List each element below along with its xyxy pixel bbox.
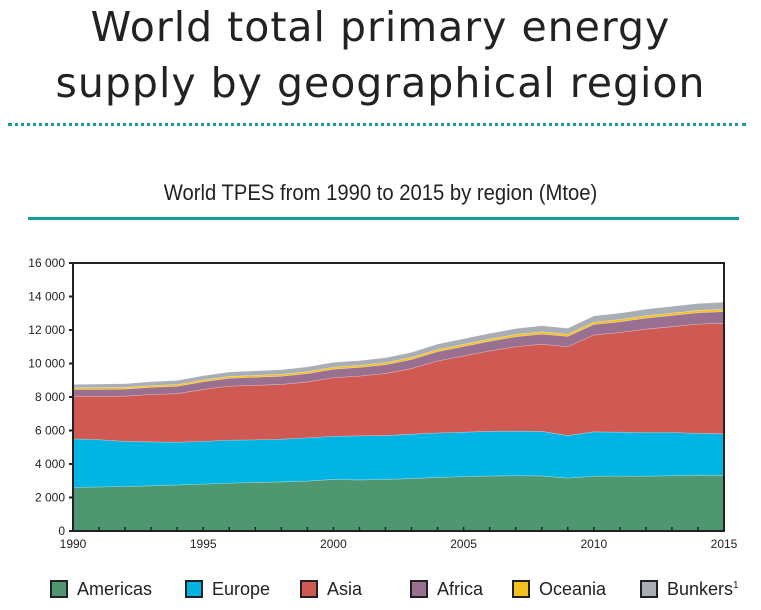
x-tick-label: 1990 bbox=[60, 537, 87, 551]
legend-label: Americas bbox=[77, 578, 153, 599]
legend-label: Oceania bbox=[539, 578, 607, 599]
x-tick-label: 2010 bbox=[580, 537, 607, 551]
x-tick-label: 2015 bbox=[711, 537, 738, 551]
legend-swatch bbox=[185, 580, 203, 598]
y-tick-label: 10 000 bbox=[28, 357, 65, 371]
y-tick-label: 14 000 bbox=[28, 290, 65, 304]
y-tick-label: 4 000 bbox=[35, 457, 65, 471]
legend-swatch bbox=[300, 580, 318, 598]
legend-swatch bbox=[512, 580, 530, 598]
legend-swatch bbox=[50, 580, 68, 598]
x-tick-label: 2005 bbox=[450, 537, 477, 551]
page-title-line2: supply by geographical region bbox=[55, 59, 706, 107]
legend-label: Asia bbox=[327, 578, 363, 599]
legend-label: Europe bbox=[212, 578, 271, 599]
footnote-marker: 1 bbox=[733, 579, 739, 591]
y-tick-label: 6 000 bbox=[35, 424, 65, 438]
legend-item-oceania: Oceania bbox=[512, 576, 606, 602]
x-tick-label: 1995 bbox=[190, 537, 217, 551]
y-tick-label: 16 000 bbox=[28, 256, 65, 270]
legend-item-americas: Americas bbox=[50, 576, 152, 602]
dotted-divider bbox=[8, 123, 746, 126]
chart-title: World TPES from 1990 to 2015 by region (… bbox=[163, 180, 598, 205]
legend-swatch bbox=[410, 580, 428, 598]
y-tick-label: 12 000 bbox=[28, 323, 65, 337]
y-tick-label: 2 000 bbox=[35, 491, 65, 505]
y-tick-label: 0 bbox=[58, 524, 65, 538]
legend-label: Bunkers1 bbox=[667, 578, 739, 599]
legend-swatch bbox=[640, 580, 658, 598]
y-tick-label: 8 000 bbox=[35, 390, 65, 404]
legend-item-africa: Africa bbox=[410, 576, 483, 602]
page-title-line1: World total primary energy bbox=[90, 3, 671, 51]
legend-label: Africa bbox=[437, 578, 484, 599]
legend-item-asia: Asia bbox=[300, 576, 362, 602]
legend-item-europe: Europe bbox=[185, 576, 270, 602]
title-rule bbox=[28, 217, 739, 220]
legend-item-bunkers: Bunkers1 bbox=[640, 576, 739, 602]
x-tick-label: 2000 bbox=[320, 537, 347, 551]
